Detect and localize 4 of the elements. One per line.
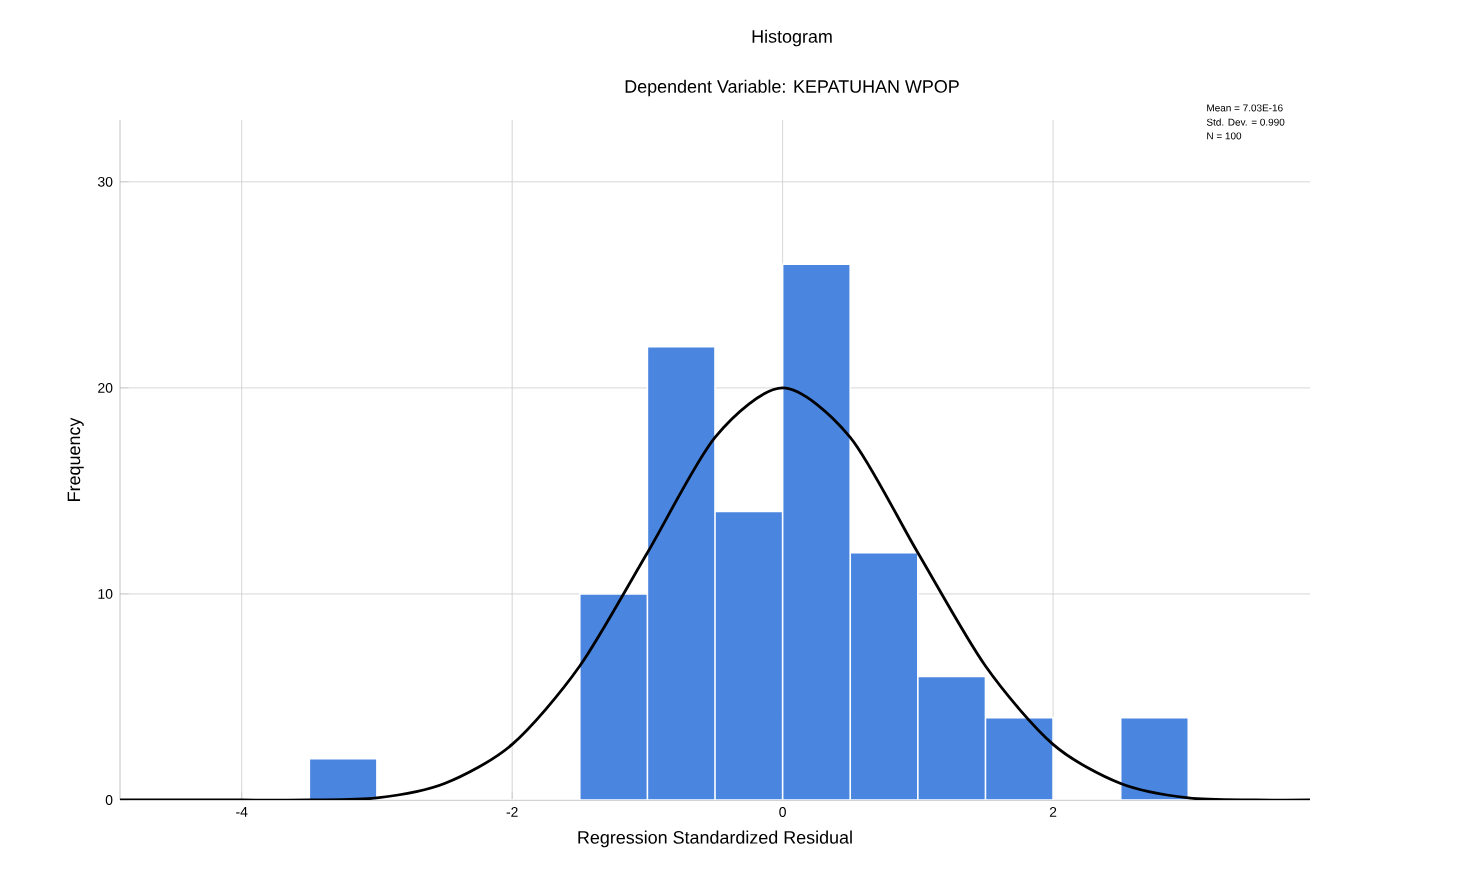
y-axis-title: Frequency — [67, 417, 84, 501]
chart-subtitle: Dependent Variable: KEPATUHAN WPOP — [625, 79, 959, 97]
chart-title: Histogram — [752, 29, 832, 47]
x-axis-title: Regression Standardized Residual — [578, 830, 852, 848]
